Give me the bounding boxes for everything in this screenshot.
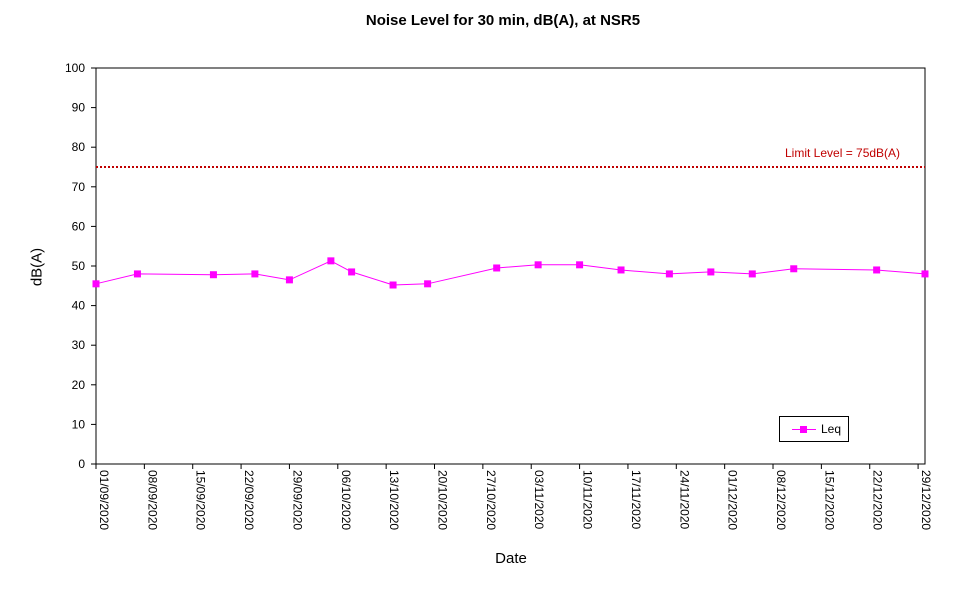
x-tick-label: 10/11/2020 <box>581 470 595 529</box>
data-point <box>921 270 929 278</box>
y-tick-label: 70 <box>72 180 86 194</box>
x-tick-label: 27/10/2020 <box>484 470 498 530</box>
y-tick-label: 10 <box>72 417 86 431</box>
y-tick-label: 50 <box>72 259 86 273</box>
y-tick-label: 0 <box>78 457 85 471</box>
series-line-leq <box>95 260 926 286</box>
limit-level-label: Limit Level = 75dB(A) <box>785 146 901 160</box>
y-tick-label: 20 <box>72 378 86 392</box>
y-tick-label: 90 <box>72 101 86 115</box>
legend-label-leq: Leq <box>821 422 842 436</box>
data-point <box>534 261 542 269</box>
y-tick-label: 40 <box>72 299 86 313</box>
x-axis-label: Date <box>495 550 527 567</box>
data-point <box>665 270 673 278</box>
legend-marker-swatch <box>800 426 807 433</box>
data-point <box>424 280 432 288</box>
x-tick-label: 01/12/2020 <box>726 470 740 530</box>
x-tick-label: 22/12/2020 <box>871 470 885 530</box>
data-point <box>251 270 259 278</box>
data-point <box>327 257 335 265</box>
y-tick-label: 30 <box>72 338 86 352</box>
x-tick-label: 22/09/2020 <box>242 470 256 530</box>
x-tick-label: 13/10/2020 <box>387 470 401 530</box>
data-point <box>285 276 293 284</box>
data-point <box>873 266 881 274</box>
chart-title: Noise Level for 30 min, dB(A), at NSR5 <box>365 12 641 29</box>
x-tick-label: 08/09/2020 <box>145 470 159 530</box>
y-tick-label: 60 <box>72 219 86 233</box>
data-point <box>389 281 397 289</box>
legend: Leq <box>779 416 849 442</box>
x-tick-label: 06/10/2020 <box>339 470 353 530</box>
x-tick-label: 17/11/2020 <box>629 470 643 529</box>
x-tick-label: 01/09/2020 <box>97 470 111 530</box>
y-tick-label: 80 <box>72 140 86 154</box>
data-point <box>617 266 625 274</box>
x-tick-label: 03/11/2020 <box>532 470 546 529</box>
data-point <box>348 268 356 276</box>
data-point <box>133 270 141 278</box>
x-tick-label: 08/12/2020 <box>774 470 788 530</box>
x-tick-label: 29/09/2020 <box>290 470 304 530</box>
data-point <box>209 271 217 279</box>
x-tick-label: 29/12/2020 <box>919 470 933 530</box>
data-point <box>707 268 715 276</box>
x-tick-label: 15/12/2020 <box>822 470 836 530</box>
y-tick-label: 100 <box>65 61 85 75</box>
x-tick-label: 20/10/2020 <box>436 470 450 530</box>
x-tick-label: 24/11/2020 <box>677 470 691 529</box>
data-point <box>576 261 584 269</box>
plot-frame <box>95 67 926 465</box>
data-point <box>493 264 501 272</box>
x-tick-label: 15/09/2020 <box>194 470 208 530</box>
data-point <box>748 270 756 278</box>
data-point <box>92 280 100 288</box>
data-point <box>790 265 798 273</box>
